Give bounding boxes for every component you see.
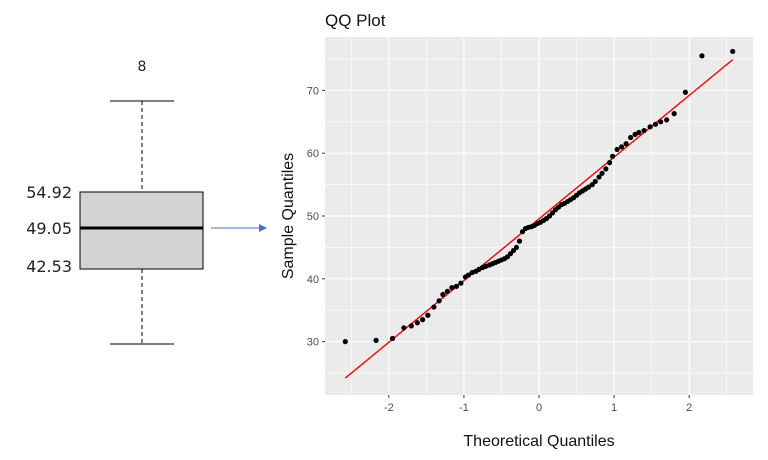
y-tick-label: 50 (307, 211, 319, 223)
grid-major (325, 37, 753, 395)
data-point (414, 320, 420, 326)
data-point (664, 117, 670, 123)
data-point (444, 288, 450, 294)
y-axis-title: Sample Quantiles (280, 153, 297, 279)
box-body (79, 191, 204, 270)
data-point (389, 335, 396, 342)
data-point (628, 134, 634, 141)
data-point (585, 184, 592, 190)
x-tick-label: 0 (536, 402, 542, 414)
data-point (699, 53, 705, 59)
data-point (420, 317, 426, 323)
box-plot: 8 54.92 49.05 42.53 (26, 59, 204, 345)
data-point (458, 280, 464, 286)
data-point (401, 325, 407, 331)
y-tick-label: 60 (307, 148, 319, 160)
y-tick-label: 70 (307, 85, 319, 97)
data-point (614, 146, 620, 153)
data-point (465, 272, 472, 278)
y-ticks: 30 40 50 60 70 (307, 85, 325, 349)
data-point (425, 312, 431, 318)
data-point (449, 285, 455, 291)
x-ticks: -2 -1 0 1 2 (384, 395, 692, 414)
box-outlier-marker: 8 (138, 59, 147, 75)
x-tick-label: -2 (384, 402, 394, 414)
data-point (431, 304, 437, 310)
data-point (658, 119, 664, 125)
data-point (599, 170, 605, 176)
data-points (342, 48, 736, 345)
qq-title: QQ Plot (325, 11, 386, 30)
data-point (641, 127, 647, 134)
data-point (408, 323, 414, 329)
x-tick-label: 2 (686, 402, 692, 414)
y-tick-label: 30 (307, 337, 319, 349)
data-point (652, 121, 658, 127)
data-point (592, 178, 598, 185)
data-point (373, 337, 379, 343)
data-point (636, 129, 642, 136)
x-axis-title: Theoretical Quantiles (463, 433, 614, 450)
data-point (513, 244, 520, 251)
q1-label: 42.53 (26, 257, 72, 276)
data-point (596, 174, 602, 180)
data-point (436, 298, 442, 304)
data-point (440, 291, 446, 298)
data-point (647, 124, 653, 130)
data-point (682, 89, 689, 95)
data-point (453, 283, 460, 289)
data-point (618, 144, 625, 150)
y-tick-label: 40 (307, 274, 319, 286)
q3-label: 54.92 (26, 183, 72, 202)
data-point (603, 166, 609, 172)
data-point (623, 141, 629, 147)
data-point (730, 48, 736, 55)
median-label: 49.05 (26, 219, 72, 238)
data-point (606, 160, 613, 166)
data-point (609, 153, 616, 159)
x-tick-label: 1 (611, 402, 617, 414)
data-point (342, 339, 348, 345)
qq-plot: QQ Plot -2 -1 0 1 2 30 40 50 60 70 Theoretical Q… (280, 11, 753, 450)
x-tick-label: -1 (459, 402, 469, 414)
data-point (516, 238, 523, 244)
data-point (671, 111, 677, 117)
connector-arrow (211, 224, 267, 232)
